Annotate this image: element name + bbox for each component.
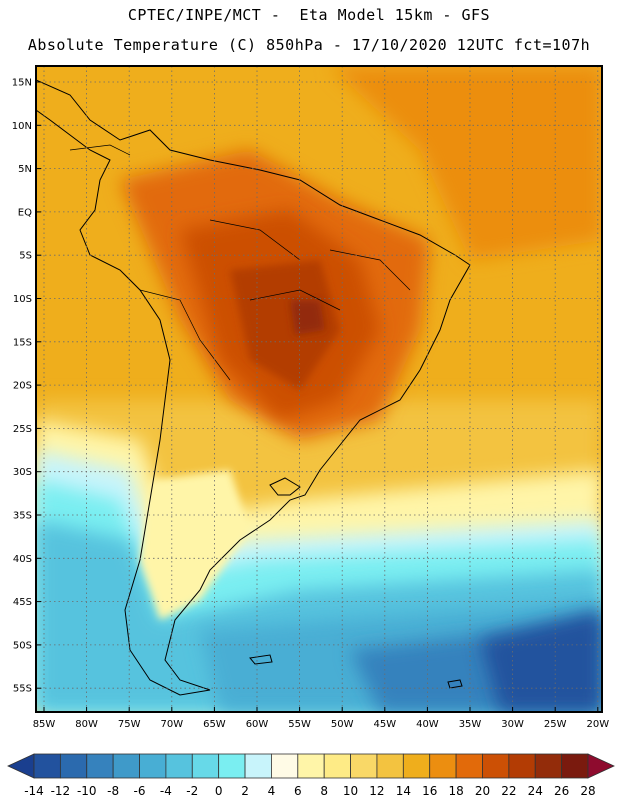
colorbar-label: 6 [294,784,302,798]
lon-label: 65W [203,719,226,730]
chart-title: CPTEC/INPE/MCT - Eta Model 15km - GFS [127,6,491,24]
colorbar-labels: -14 -12 -10 -8 -6 -4 -2 0 2 4 6 8 10 12 14 16 18 20 22 24 26… [24,784,595,798]
colorbar-swatch [350,753,378,779]
colorbar-swatch [33,753,61,779]
lon-label: 60W [246,719,269,730]
colorbar-swatch [59,753,88,779]
colorbar-swatch [561,753,589,779]
colorbar-swatch [534,753,563,779]
coastline [36,79,471,696]
lat-label: 5S [19,251,32,262]
colorbar-label: -12 [51,784,71,798]
lat-label: 20S [13,381,32,392]
colorbar-swatch [218,753,246,779]
lat-label: 5N [18,164,32,175]
lat-label: 30S [13,467,32,478]
colorbar-label: 26 [554,784,569,798]
latitude-labels: 15N 10N 5N EQ 5S 10S 15S 20S 25S 30S 35S 40S 45S 50S 5… [12,78,32,695]
colorbar-label: 24 [528,784,543,798]
map-frame [35,65,603,713]
colorbar-label: 8 [320,784,328,798]
colorbar-label: 4 [268,784,276,798]
colorbar-label: 28 [580,784,595,798]
lon-label: 85W [33,719,56,730]
colorbar-min-arrow [7,753,35,779]
longitude-labels: 85W 80W 75W 70W 65W 60W 55W 50W 45W 40W 35W 30W 25W 2… [33,719,610,730]
colorbar-swatch [482,753,510,779]
temperature-field [36,66,602,712]
colorbar-swatch [376,753,404,779]
lat-label: 35S [13,511,32,522]
lat-label: EQ [18,207,32,218]
colorbar-swatch [323,753,351,779]
colorbar-label: 22 [501,784,516,798]
colorbar-swatch [429,753,457,779]
lat-label: 50S [13,640,32,651]
lon-label: 25W [544,719,567,730]
colorbar-label: 18 [448,784,463,798]
colorbar-swatch [86,753,114,779]
colorbar-label: 10 [343,784,358,798]
lon-label: 75W [118,719,141,730]
lat-label: 15S [13,337,32,348]
colorbar-swatch [455,753,483,779]
colorbar-label: -10 [77,784,97,798]
lat-label: 10N [12,121,32,132]
lon-label: 70W [160,719,183,730]
colorbar-label: 16 [422,784,437,798]
lat-label: 15N [12,78,32,89]
colorbar-swatch [244,753,272,779]
lon-label: 80W [75,719,98,730]
colorbar-swatch [508,753,536,779]
colorbar-label: -14 [24,784,44,798]
colorbar-swatch [139,753,167,779]
colorbar-label: 0 [215,784,223,798]
colorbar-swatch [191,753,220,779]
lat-label: 45S [13,597,32,608]
colorbar-label: 2 [241,784,249,798]
lon-label: 30W [501,719,524,730]
lon-label: 50W [331,719,354,730]
lat-label: 40S [13,554,32,565]
lon-label: 55W [288,719,311,730]
lat-label: 25S [13,424,32,435]
colorbar-label: -2 [186,784,198,798]
colorbar-label: 20 [475,784,490,798]
colorbar [7,753,615,779]
colorbar-label: 14 [396,784,411,798]
lon-label: 40W [416,719,439,730]
colorbar-swatch [402,753,431,779]
colorbar-swatch [165,753,193,779]
lon-label: 20W [586,719,609,730]
lat-label: 10S [13,294,32,305]
colorbar-swatch [112,753,140,779]
colorbar-max-arrow [587,753,615,779]
colorbar-label: -8 [107,784,119,798]
colorbar-swatch [271,753,299,779]
colorbar-label: -4 [160,784,172,798]
lon-label: 45W [373,719,396,730]
colorbar-label: -6 [134,784,146,798]
chart-subtitle: Absolute Temperature (C) 850hPa - 17/10/… [27,36,591,54]
lon-label: 35W [459,719,482,730]
colorbar-label: 12 [369,784,384,798]
lat-label: 55S [13,684,32,695]
colorbar-swatch [297,753,325,779]
